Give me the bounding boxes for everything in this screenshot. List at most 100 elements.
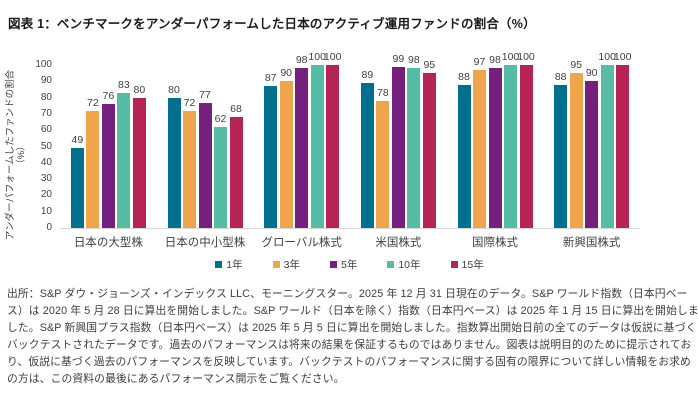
bar-国際株式-5年 [488,68,502,228]
bar-value-label: 68 [230,103,242,116]
bar-value-label: 62 [214,112,227,125]
bar-value-label: 78 [376,86,389,99]
y-tick-label: 50 [40,140,52,152]
bar-グローバル株式-10年 [310,65,324,228]
y-tick-label: 40 [40,156,52,168]
bar-value-label: 49 [71,134,84,147]
legend-label: 1年 [226,259,243,271]
y-tick-label: 20 [40,189,52,201]
legend-label: 15年 [461,259,484,271]
source-footnote: 出所：S&P ダウ・ジョーンズ・インデックス LLC、モーニングスター。2025… [7,286,699,388]
footnote-line: バックテストされたデータです。過去のパフォーマンスは将来の結果を保証するものでは… [7,339,692,351]
x-category-label: 新興国株式 [562,237,621,249]
bar-米国株式-15年 [422,73,436,228]
bar-value-label: 98 [489,54,501,67]
bar-value-label: 72 [183,96,196,109]
bar-日本の大型株-10年 [117,92,131,228]
bar-value-label: 80 [168,83,180,96]
bar-value-label: 88 [458,70,470,83]
x-category-label: グローバル株式 [261,237,342,249]
legend-swatch-icon [387,261,395,268]
bar-value-label: 100 [308,51,326,63]
legend-item-10年: 10年 [387,257,421,272]
bar-新興国株式-3年 [569,73,583,228]
footnote-line: の方は、この資料の最後にあるパフォーマンス開示をご覧ください。 [7,373,345,385]
legend-item-3年: 3年 [272,257,300,272]
bar-value-label: 88 [554,70,567,83]
footnote-line: ス）は 2020 年 5 月 28 日に算出を開始しました。S&P ワールド（日… [7,305,699,317]
bar-value-label: 100 [517,51,535,63]
bar-国際株式-10年 [504,65,517,228]
bar-value-label: 100 [501,51,520,63]
y-tick-label: 90 [40,75,52,87]
legend-item-5年: 5年 [329,257,357,272]
x-axis-labels: 日本の大型株 日本の中小型株 グローバル株式 米国株式 国際株式 新興国株式 [60,234,640,250]
y-tick-label: 0 [46,222,52,233]
bar-value-label: 90 [280,67,292,80]
bar-日本の中小型株-10年 [214,126,227,228]
bar-グローバル株式-1年 [264,86,278,228]
y-tick-label: 30 [40,173,52,185]
y-axis-title-text: アンダーパフォームしたファンドの割合 [5,69,16,241]
bar-新興国株式-10年 [600,65,614,228]
bar-value-label: 95 [570,59,582,72]
bar-value-label: 87 [264,72,277,85]
bar-value-label: 90 [585,67,598,80]
bar-日本の大型株-15年 [132,97,146,228]
legend-swatch-icon [329,261,337,268]
bar-value-label: 89 [361,68,374,81]
bar-日本の大型株-3年 [86,110,100,228]
chart-title: 図表 1：ベンチマークをアンダーパフォームした日本のアクティブ運用ファンドの割合… [8,17,536,31]
bar-value-label: 95 [423,59,436,72]
bar-value-label: 98 [407,54,420,67]
bar-value-label: 83 [117,78,130,91]
y-tick-label: 100 [35,59,52,70]
bar-日本の大型株-5年 [101,104,115,228]
bar-value-label: 98 [295,54,308,67]
y-tick-label: 70 [40,107,52,119]
y-tick-label: 80 [40,91,52,103]
legend-item-1年: 1年 [215,257,243,272]
bar-value-label: 100 [598,51,616,63]
bar-value-label: 80 [133,83,146,96]
bar-value-label: 100 [323,51,342,63]
bar-日本の中小型株-1年 [167,97,181,228]
footnote-line: した。S&P 新興国プラス指数（日本円ベース）は 2025 年 5 月 5 日に… [7,322,697,334]
footnote-line: り、仮説に基づく過去のパフォーマンスを反映しています。バックテストのパフォーマン… [7,356,691,368]
legend-swatch-icon [215,261,223,268]
y-tick-label: 60 [40,124,52,136]
bar-日本の中小型株-5年 [198,102,212,228]
bar-国際株式-15年 [519,65,533,228]
legend-swatch-icon [450,261,458,268]
bar-value-label: 72 [86,96,99,109]
bar-米国株式-3年 [376,100,390,228]
bar-新興国株式-5年 [585,81,599,228]
x-category-label: 日本の大型株 [73,237,143,249]
footnote-line: 出所：S&P ダウ・ジョーンズ・インデックス LLC、モーニングスター。2025… [7,288,688,300]
x-category-label: 国際株式 [471,237,518,249]
bar-新興国株式-1年 [554,84,568,228]
y-tick-label: 10 [40,205,52,217]
bar-グローバル株式-3年 [279,81,293,228]
bar-米国株式-5年 [391,66,405,228]
bar-グローバル株式-15年 [326,65,340,228]
bar-value-label: 100 [613,51,632,63]
bar-米国株式-10年 [407,68,421,228]
bar-日本の中小型株-15年 [229,117,243,228]
legend-swatch-icon [272,261,280,268]
legend-item-15年: 15年 [450,257,484,272]
bar-国際株式-1年 [457,84,471,228]
x-category-label: 日本の中小型株 [164,237,246,249]
bar-米国株式-1年 [360,82,374,228]
bar-value-label: 77 [199,88,211,101]
bar-value-label: 99 [392,52,405,65]
legend-label: 10年 [398,259,421,271]
bar-新興国株式-15年 [616,65,630,228]
x-category-label: 米国株式 [375,237,422,249]
chart-legend: 1年 3年 5年 10年 15年 [0,257,699,272]
bar-グローバル株式-5年 [295,68,309,228]
bar-日本の大型株-1年 [70,148,84,228]
plot-area: 49 72 76 83 80 80 72 77 62 68 87 90 98 100 100 89 78 99 98… [60,52,640,229]
bar-value-label: 97 [473,55,486,68]
